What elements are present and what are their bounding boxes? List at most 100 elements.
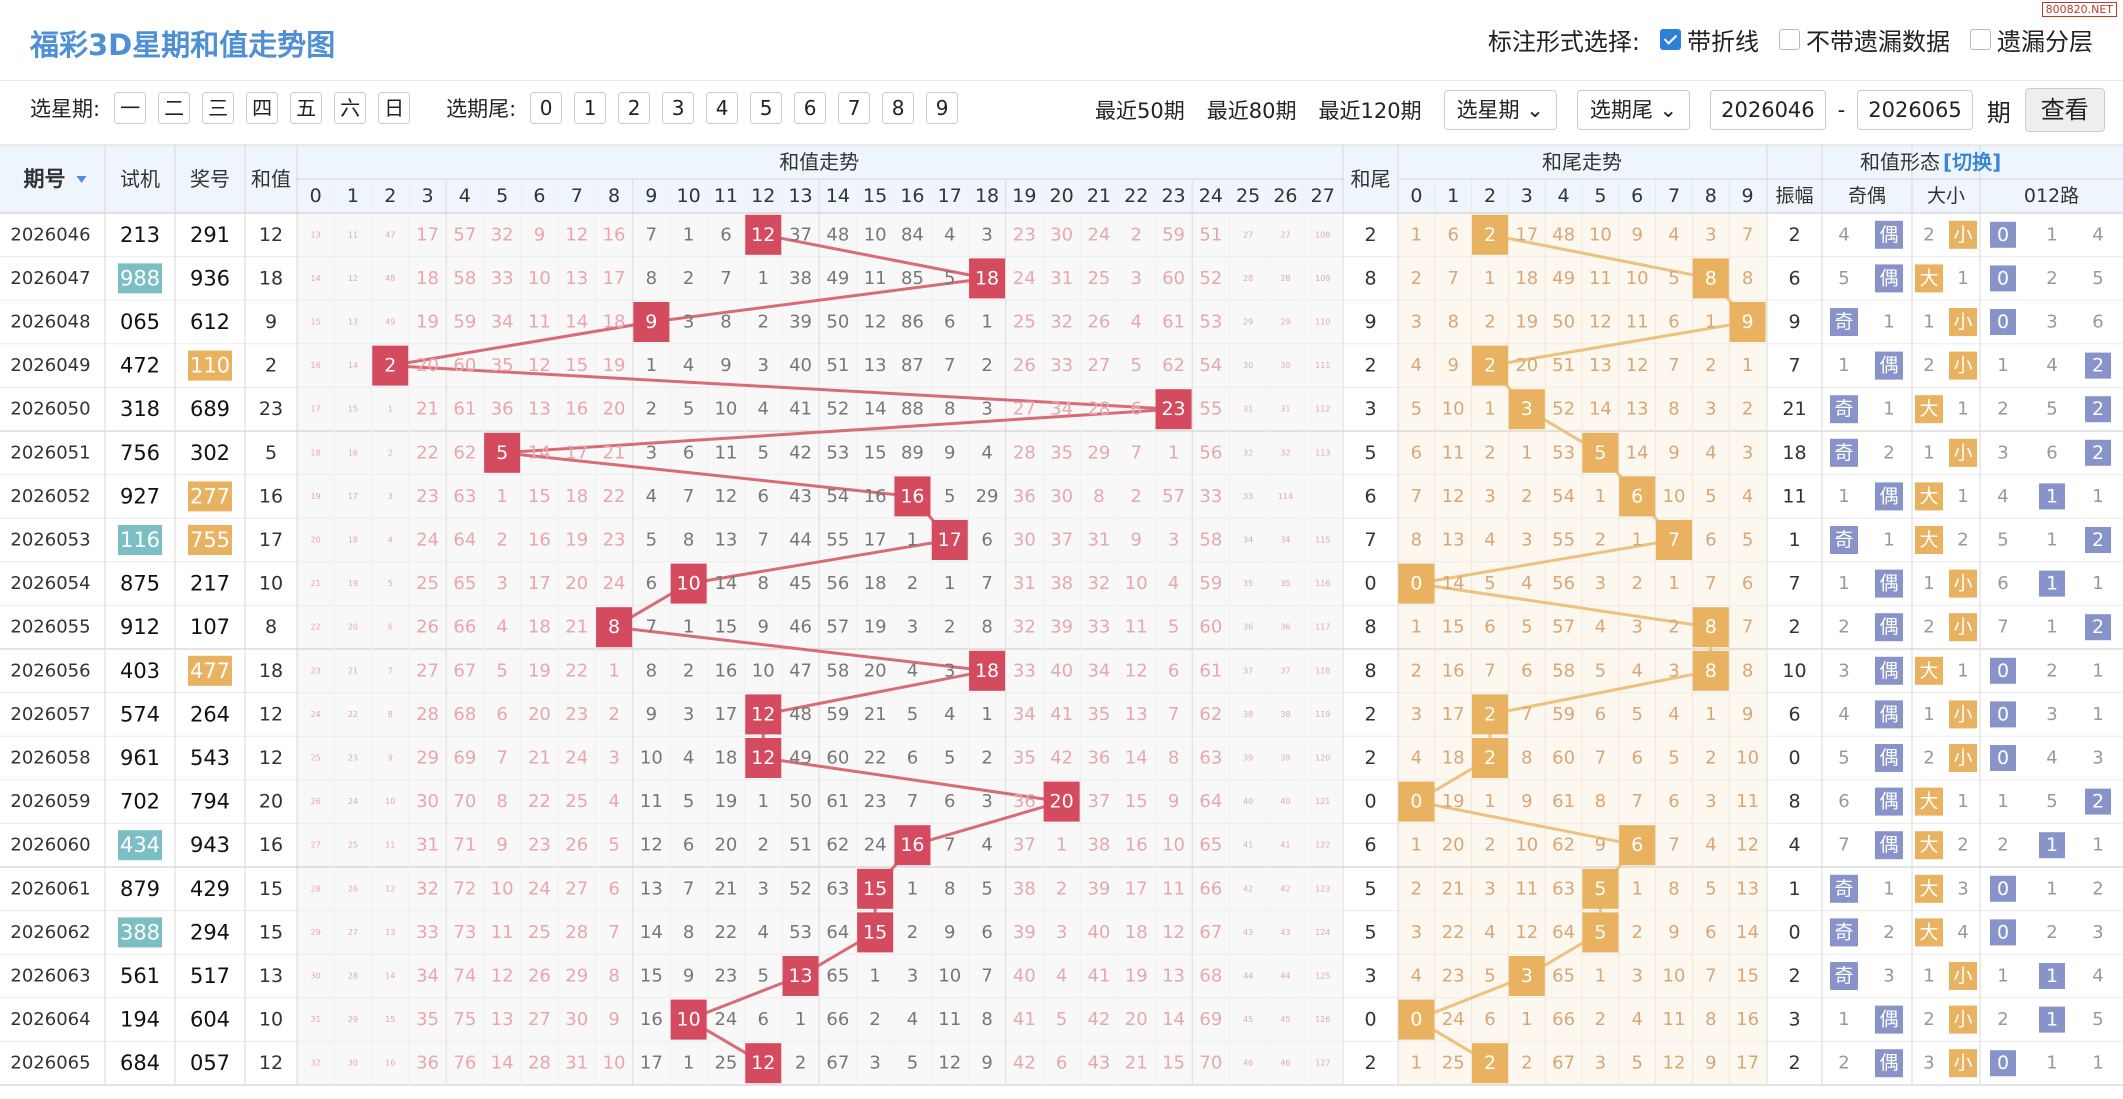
no-missing-checkbox[interactable]	[1779, 29, 1800, 50]
sum-miss: 17	[348, 492, 358, 501]
tail-miss: 9	[1668, 442, 1679, 463]
sum-miss: 12	[1162, 922, 1185, 943]
tail-miss: 14	[1442, 573, 1465, 594]
odd-even-miss: 1	[1838, 486, 1849, 507]
tail-miss: 1	[1521, 442, 1532, 463]
tail-miss: 4	[1742, 486, 1753, 507]
weekday-sat[interactable]: 六	[334, 92, 367, 124]
sum-miss: 19	[528, 660, 551, 681]
tail-miss: 2	[1595, 1009, 1606, 1030]
sum-miss: 28	[416, 704, 439, 725]
recent-120-link[interactable]: 最近120期	[1318, 99, 1422, 123]
sum-miss: 5	[1131, 355, 1142, 376]
sum-ball-text: 18	[975, 267, 999, 289]
from-issue-input[interactable]: 2026046	[1710, 90, 1826, 130]
sum-miss: 5	[1056, 1009, 1067, 1030]
amplitude-value: 1	[1788, 878, 1800, 900]
odd-even-tag-text: 偶	[1879, 834, 1898, 856]
weekday-sun[interactable]: 日	[378, 92, 411, 124]
missing-layer-label[interactable]: 遗漏分层	[1997, 28, 2093, 56]
polyline-checkbox[interactable]	[1660, 29, 1681, 50]
sum-miss: 4	[1168, 573, 1179, 594]
route-miss: 2	[1997, 399, 2008, 420]
tail-8[interactable]: 8	[882, 92, 915, 124]
sum-col-label: 12	[751, 185, 775, 207]
odd-even-tag-text: 偶	[1879, 616, 1898, 638]
sum-miss: 32	[311, 1059, 321, 1068]
sum-miss: 5	[944, 748, 955, 769]
sum-miss: 15	[565, 355, 588, 376]
sum-miss: 4	[758, 399, 769, 420]
sum-miss: 7	[388, 666, 393, 675]
tail-2[interactable]: 2	[618, 92, 651, 124]
no-missing-label[interactable]: 不带遗漏数据	[1806, 28, 1950, 56]
tail-ball-text: 2	[1484, 355, 1496, 377]
tail-9[interactable]: 9	[926, 92, 959, 124]
tail-value: 0	[1364, 791, 1376, 813]
tail-miss: 1	[1411, 1053, 1422, 1074]
tail-miss: 9	[1447, 355, 1458, 376]
sum-miss: 7	[981, 573, 992, 594]
tail-select[interactable]: 选期尾 ⌄	[1576, 90, 1691, 130]
tail-miss: 8	[1742, 660, 1753, 681]
tail-miss: 5	[1411, 399, 1422, 420]
sum-miss: 24	[1087, 224, 1110, 245]
tail-ball	[1398, 781, 1435, 822]
query-button[interactable]: 查看	[2024, 88, 2105, 132]
sum-miss: 6	[496, 704, 507, 725]
weekday-thu[interactable]: 四	[246, 92, 279, 124]
issue-number: 2026058	[10, 748, 90, 769]
sum-miss: 19	[565, 530, 588, 551]
issue-number: 2026061	[10, 878, 90, 899]
tail-1[interactable]: 1	[574, 92, 607, 124]
tail-7[interactable]: 7	[838, 92, 871, 124]
options-label: 标注形式选择:	[1487, 28, 1640, 56]
sum-miss: 66	[826, 1009, 849, 1030]
tail-miss: 2	[1521, 486, 1532, 507]
route-miss: 1	[1997, 355, 2008, 376]
tail-6[interactable]: 6	[794, 92, 827, 124]
weekday-mon[interactable]: 一	[114, 92, 147, 124]
sum-miss: 22	[528, 791, 551, 812]
sum-miss: 1	[646, 355, 657, 376]
sum-miss: 37	[1087, 791, 1110, 812]
recent-80-link[interactable]: 最近80期	[1206, 99, 1297, 123]
weekday-select[interactable]: 选星期 ⌄	[1443, 90, 1557, 130]
recent-50-link[interactable]: 最近50期	[1095, 99, 1185, 123]
tail-3[interactable]: 3	[662, 92, 695, 124]
tail-5[interactable]: 5	[750, 92, 783, 124]
sum-ball-text: 12	[751, 224, 775, 246]
sum-col-label: 20	[1050, 185, 1074, 207]
odd-even-tag	[1875, 482, 1903, 511]
sum-miss: 86	[901, 312, 924, 333]
sum-miss: 20	[1125, 1009, 1148, 1030]
sum-miss: 43	[1280, 928, 1290, 937]
tail-4[interactable]: 4	[706, 92, 739, 124]
sum-miss: 60	[1199, 617, 1222, 638]
route-tag-text: 1	[2046, 485, 2058, 507]
tail-miss: 7	[1631, 791, 1642, 812]
sum-miss: 16	[714, 660, 737, 681]
missing-layer-checkbox[interactable]	[1970, 29, 1991, 50]
weekday-fri[interactable]: 五	[290, 92, 323, 124]
sum-miss: 12	[864, 312, 887, 333]
sum-miss: 3	[981, 399, 992, 420]
sum-miss: 7	[944, 355, 955, 376]
big-small-tag	[1915, 787, 1943, 816]
sum-ball	[670, 999, 707, 1040]
big-small-tag-text: 小	[1953, 965, 1972, 987]
prize-number: 543	[190, 746, 230, 770]
sum-col-label: 15	[863, 185, 887, 207]
weekday-tue[interactable]: 二	[158, 92, 191, 124]
tail-0[interactable]: 0	[530, 92, 563, 124]
sum-miss: 2	[1131, 486, 1142, 507]
sum-miss: 14	[1162, 1009, 1185, 1030]
route-miss: 6	[2092, 312, 2103, 333]
big-small-tag	[1949, 1005, 1977, 1034]
to-issue-input[interactable]: 2026065	[1857, 90, 1973, 130]
sum-ball	[782, 956, 819, 996]
polyline-label[interactable]: 带折线	[1687, 28, 1759, 56]
weekday-wed[interactable]: 三	[202, 92, 235, 124]
sum-miss: 54	[1199, 355, 1222, 376]
tail-miss: 1	[1411, 617, 1422, 638]
